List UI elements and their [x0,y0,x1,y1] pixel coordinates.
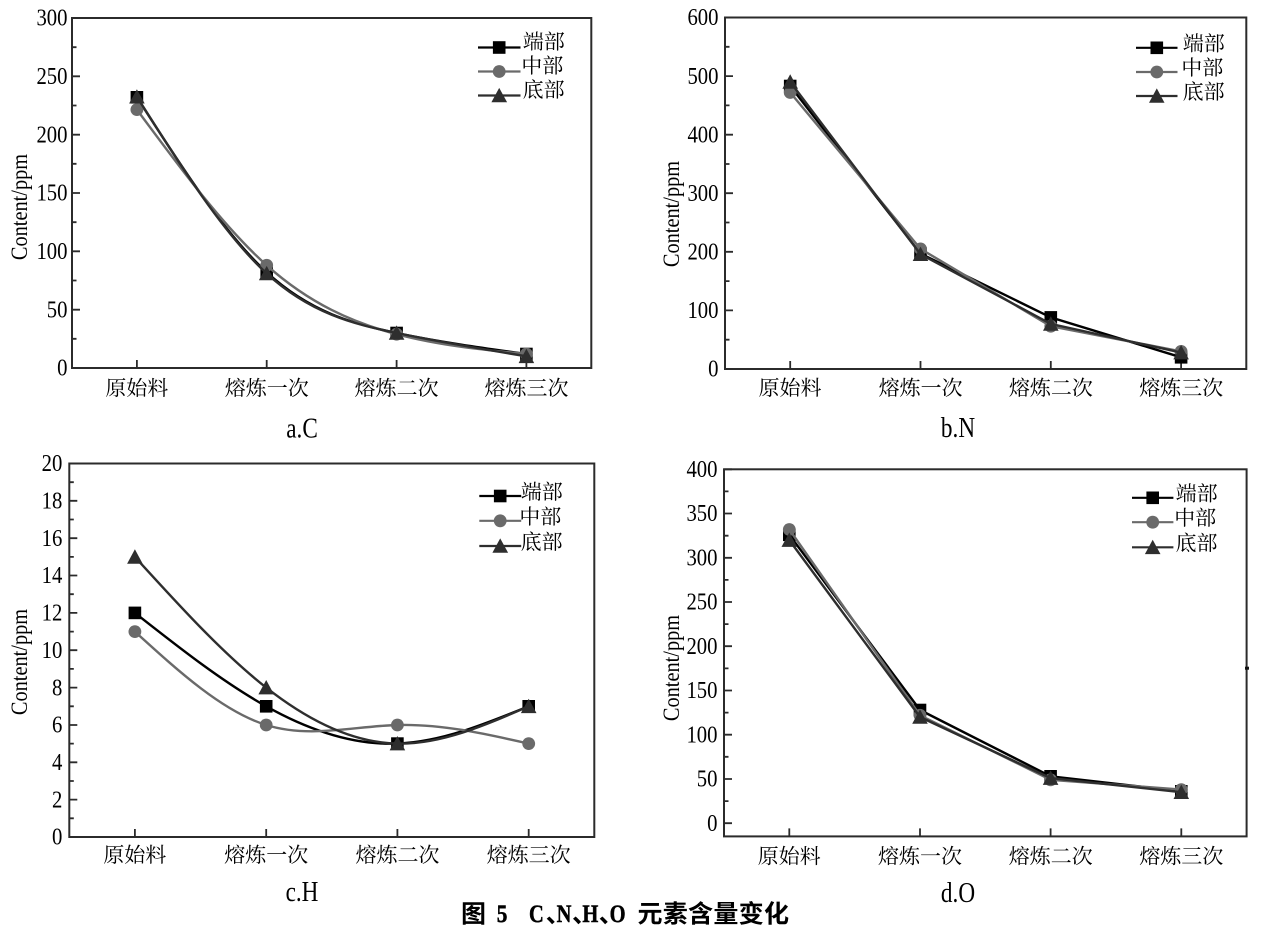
svg-text:250: 250 [686,588,717,615]
svg-text:100: 100 [687,297,718,324]
svg-text:O: O [610,900,626,927]
svg-text:Content/ppm: Content/ppm [6,609,33,715]
svg-text:12: 12 [42,599,63,626]
svg-text:14: 14 [42,562,63,589]
svg-text:b.N: b.N [941,412,975,444]
svg-text:Content/ppm: Content/ppm [658,615,685,721]
svg-text:H: H [582,900,598,927]
svg-text:0: 0 [57,354,67,381]
svg-text:250: 250 [36,63,67,90]
svg-text:6: 6 [52,711,62,738]
svg-text:500: 500 [687,62,718,89]
svg-text:400: 400 [686,456,717,483]
svg-text:200: 200 [686,633,717,660]
svg-text:200: 200 [687,238,718,265]
svg-text:20: 20 [42,450,63,477]
svg-text:100: 100 [686,721,717,748]
svg-text:18: 18 [42,487,63,514]
svg-text:a.C: a.C [286,412,318,444]
svg-text:8: 8 [52,674,62,701]
svg-text:350: 350 [686,500,717,527]
svg-text:Content/ppm: Content/ppm [658,161,685,267]
svg-text:N: N [557,900,572,927]
svg-text:C: C [529,900,544,927]
svg-text:300: 300 [36,4,67,31]
svg-text:4: 4 [52,749,62,776]
svg-text:0: 0 [708,355,718,382]
svg-text:300: 300 [686,544,717,571]
svg-text:400: 400 [687,121,718,148]
svg-text:16: 16 [42,525,63,552]
svg-text:50: 50 [47,296,68,323]
svg-text:0: 0 [52,823,62,850]
svg-text:0: 0 [707,810,717,837]
svg-text:200: 200 [36,121,67,148]
svg-text:100: 100 [36,238,67,265]
svg-text:c.H: c.H [286,876,319,908]
svg-text:300: 300 [687,180,718,207]
svg-text:d.O: d.O [941,877,975,909]
svg-text:5: 5 [497,900,508,928]
svg-text:2: 2 [52,786,62,813]
svg-text:10: 10 [42,637,63,664]
svg-text:Content/ppm: Content/ppm [6,154,33,260]
svg-text:50: 50 [697,765,718,792]
svg-text:150: 150 [36,179,67,206]
svg-text:600: 600 [687,4,718,31]
svg-text:150: 150 [686,677,717,704]
